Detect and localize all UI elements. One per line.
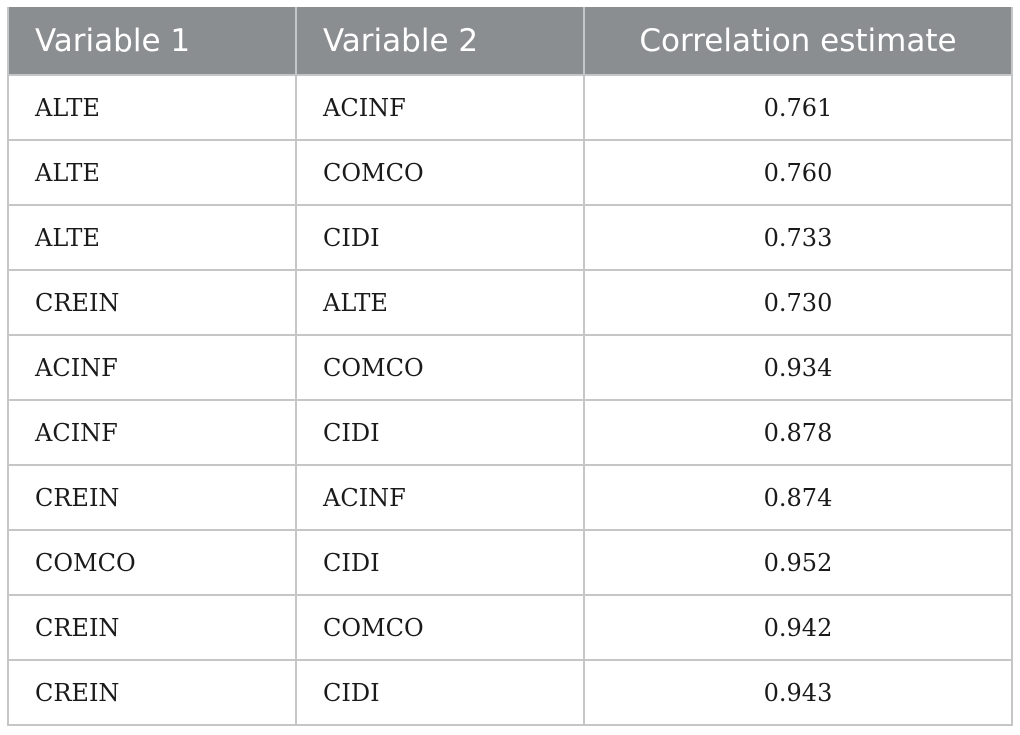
table-row: ALTE ACINF 0.761 bbox=[7, 74, 1013, 141]
cell-variable-1: ALTE bbox=[7, 74, 297, 141]
cell-variable-1: CREIN bbox=[7, 659, 297, 726]
cell-variable-2: CIDI bbox=[295, 399, 585, 466]
table-row: ALTE COMCO 0.760 bbox=[7, 139, 1013, 206]
table-row: ACINF CIDI 0.878 bbox=[7, 399, 1013, 466]
table-header: Variable 1 Variable 2 Correlation estima… bbox=[7, 7, 1013, 76]
cell-variable-1: CREIN bbox=[7, 594, 297, 661]
cell-correlation: 0.761 bbox=[583, 74, 1013, 141]
cell-variable-1: ACINF bbox=[7, 399, 297, 466]
cell-variable-1: CREIN bbox=[7, 269, 297, 336]
cell-variable-2: ACINF bbox=[295, 464, 585, 531]
cell-correlation: 0.943 bbox=[583, 659, 1013, 726]
cell-correlation: 0.942 bbox=[583, 594, 1013, 661]
header-row: Variable 1 Variable 2 Correlation estima… bbox=[7, 7, 1013, 76]
table-row: CREIN ALTE 0.730 bbox=[7, 269, 1013, 336]
cell-correlation: 0.874 bbox=[583, 464, 1013, 531]
cell-correlation: 0.934 bbox=[583, 334, 1013, 401]
table-row: CREIN ACINF 0.874 bbox=[7, 464, 1013, 531]
table-row: CREIN CIDI 0.943 bbox=[7, 659, 1013, 726]
cell-variable-2: ACINF bbox=[295, 74, 585, 141]
cell-correlation: 0.730 bbox=[583, 269, 1013, 336]
cell-variable-1: ACINF bbox=[7, 334, 297, 401]
cell-variable-2: COMCO bbox=[295, 594, 585, 661]
cell-variable-1: ALTE bbox=[7, 139, 297, 206]
header-variable-2: Variable 2 bbox=[295, 7, 585, 76]
table-row: CREIN COMCO 0.942 bbox=[7, 594, 1013, 661]
table-body: ALTE ACINF 0.761 ALTE COMCO 0.760 ALTE C… bbox=[7, 74, 1013, 726]
cell-variable-2: ALTE bbox=[295, 269, 585, 336]
header-variable-1: Variable 1 bbox=[7, 7, 297, 76]
cell-variable-2: CIDI bbox=[295, 204, 585, 271]
cell-variable-1: COMCO bbox=[7, 529, 297, 596]
cell-correlation: 0.733 bbox=[583, 204, 1013, 271]
correlation-table: Variable 1 Variable 2 Correlation estima… bbox=[7, 7, 1013, 726]
cell-variable-2: COMCO bbox=[295, 334, 585, 401]
table-row: ACINF COMCO 0.934 bbox=[7, 334, 1013, 401]
cell-correlation: 0.952 bbox=[583, 529, 1013, 596]
cell-variable-1: ALTE bbox=[7, 204, 297, 271]
cell-variable-2: CIDI bbox=[295, 529, 585, 596]
cell-correlation: 0.878 bbox=[583, 399, 1013, 466]
cell-correlation: 0.760 bbox=[583, 139, 1013, 206]
cell-variable-2: CIDI bbox=[295, 659, 585, 726]
table-row: ALTE CIDI 0.733 bbox=[7, 204, 1013, 271]
table-row: COMCO CIDI 0.952 bbox=[7, 529, 1013, 596]
header-correlation-estimate: Correlation estimate bbox=[583, 7, 1013, 76]
cell-variable-1: CREIN bbox=[7, 464, 297, 531]
cell-variable-2: COMCO bbox=[295, 139, 585, 206]
